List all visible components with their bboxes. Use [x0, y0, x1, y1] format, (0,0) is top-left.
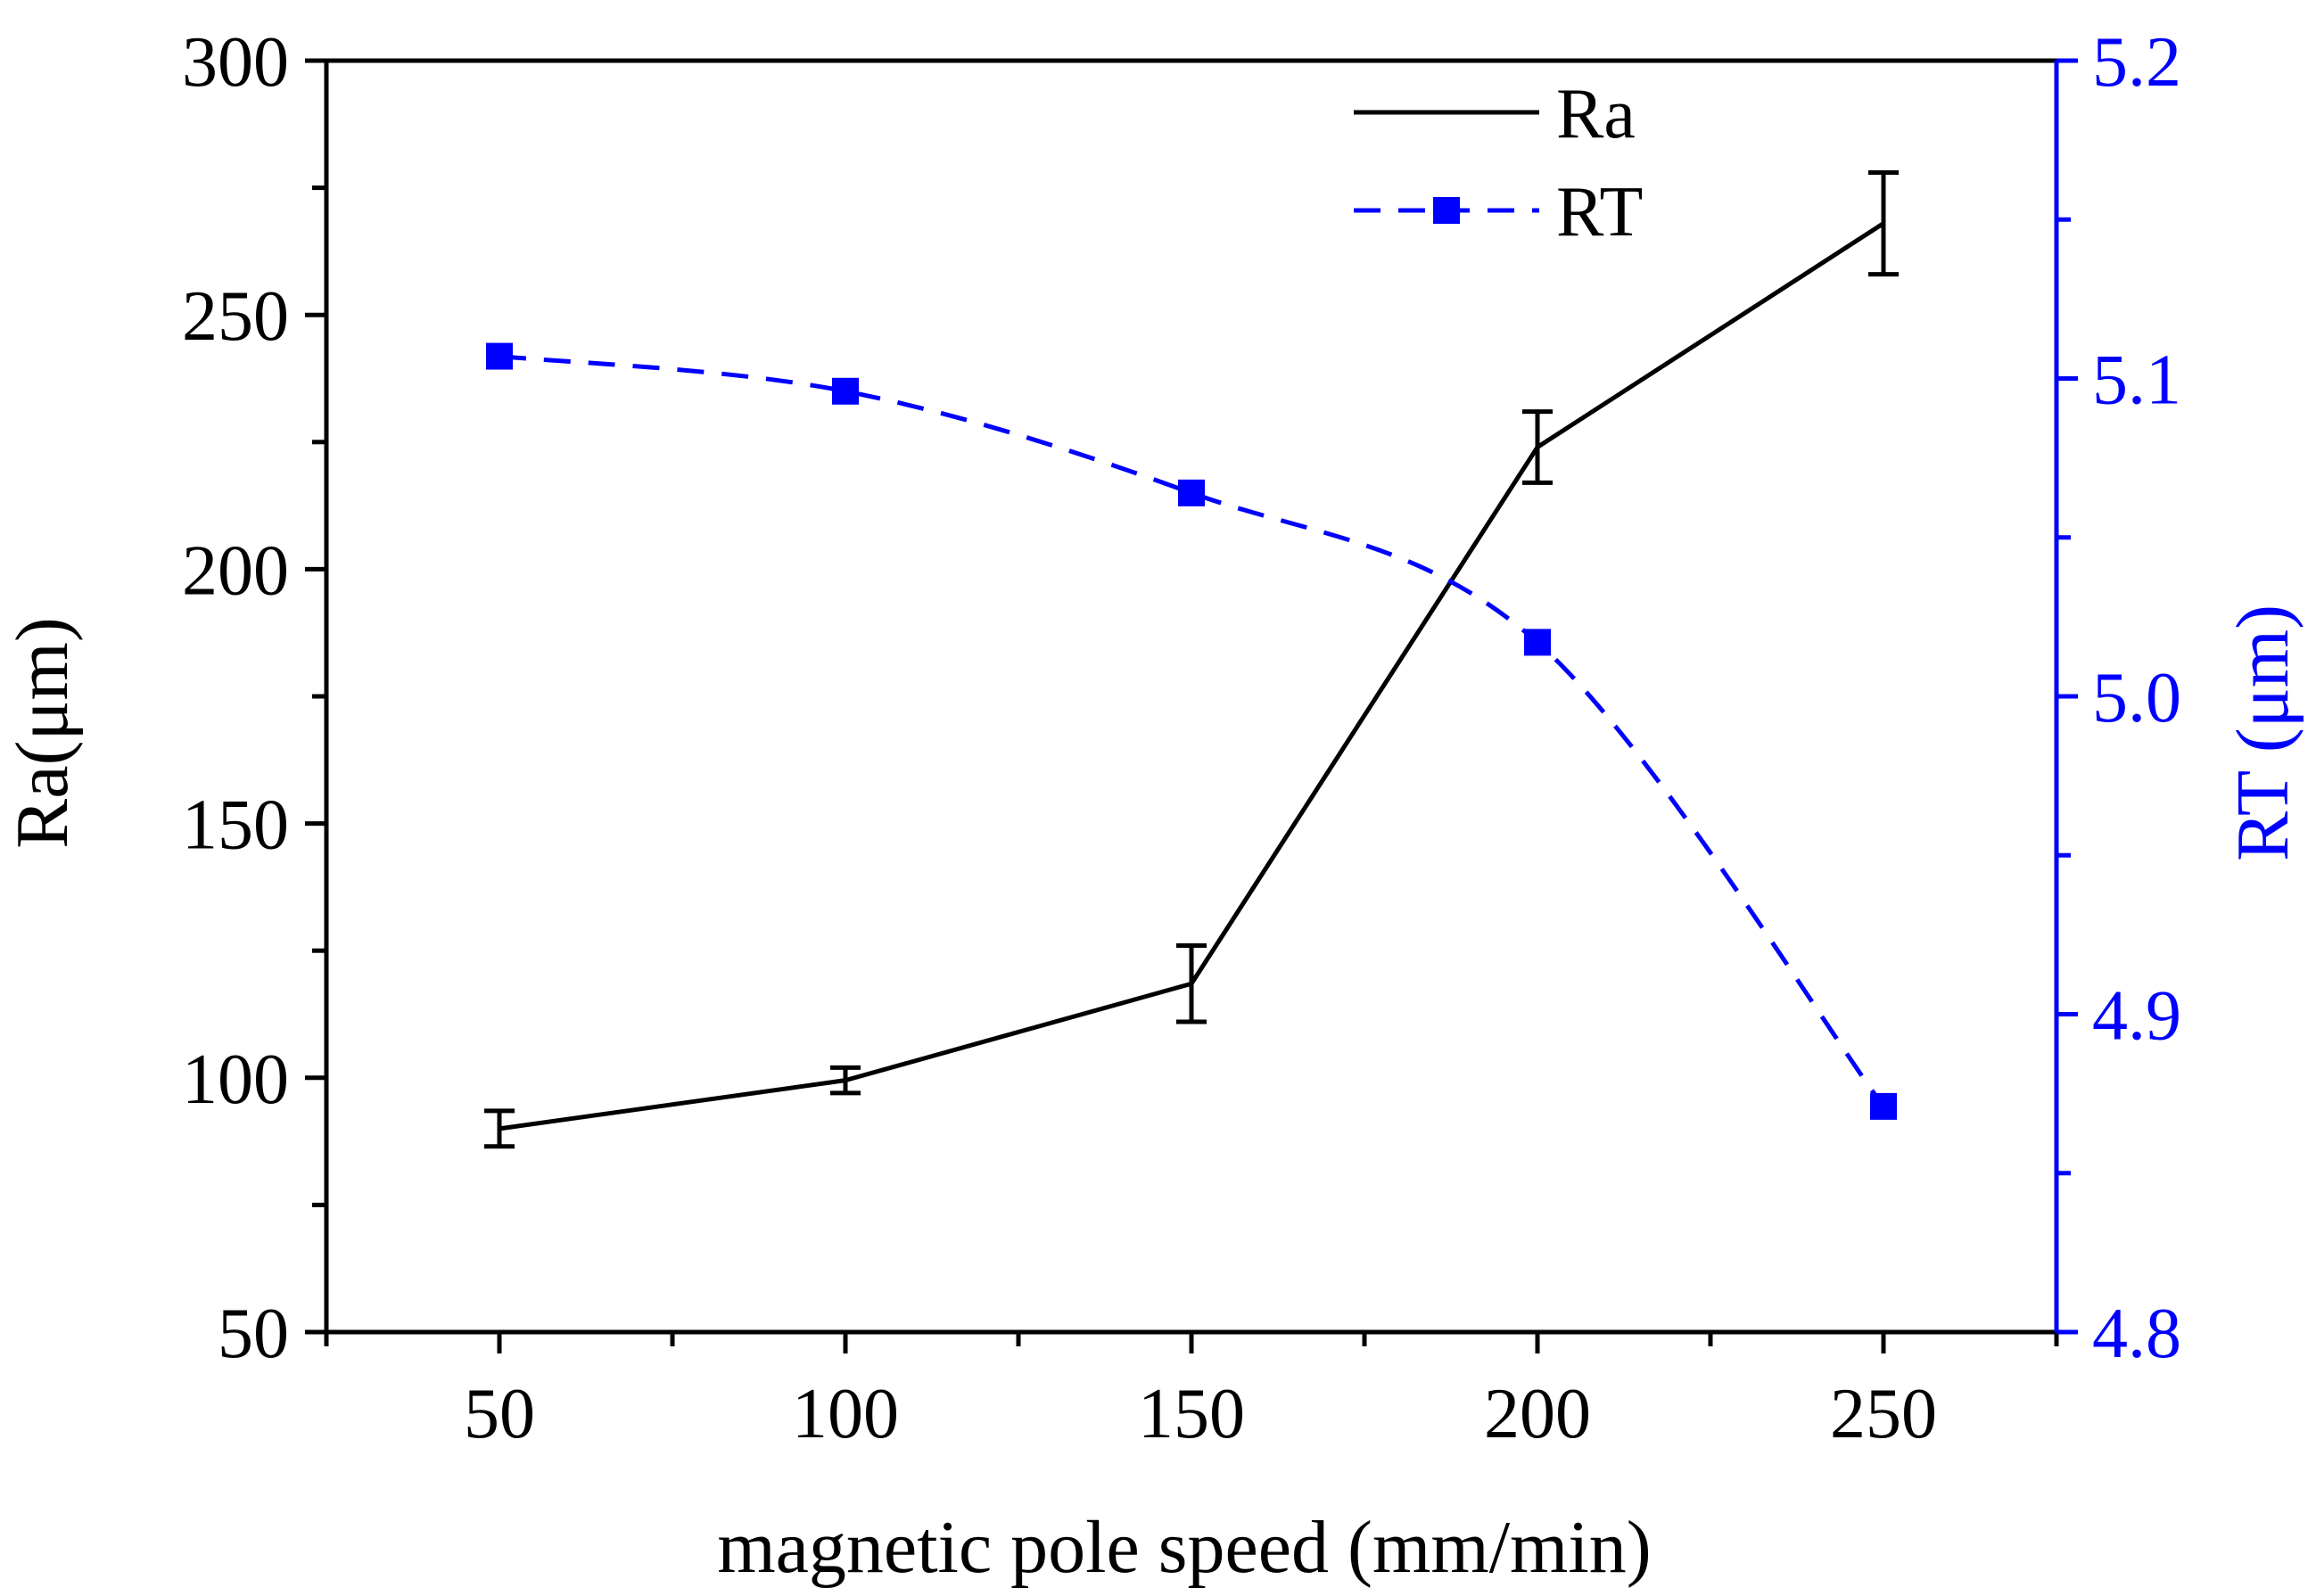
y-axis-title: Ra(μm): [1, 617, 84, 849]
y2-axis-title: RT (μm): [2221, 605, 2304, 861]
y-tick-label: 150: [182, 786, 289, 865]
legend-rt-label: RT: [1556, 173, 1643, 251]
legend-rt-marker: [1433, 197, 1460, 224]
x-tick-label: 250: [1830, 1375, 1937, 1453]
y-tick-label: 100: [182, 1041, 289, 1119]
rt-marker: [486, 342, 513, 370]
y-tick-label: 300: [182, 23, 289, 102]
rt-marker: [1524, 629, 1551, 656]
rt-marker: [1870, 1092, 1897, 1120]
series-layer: [484, 169, 1899, 1149]
y2-tick-label: 5.2: [2092, 23, 2181, 102]
rt-series-line: [499, 354, 1886, 1108]
x-tick-label: 150: [1138, 1375, 1245, 1453]
rt-marker: [1178, 479, 1205, 506]
y2-tick-label: 4.9: [2092, 977, 2181, 1056]
axes: 50 100 150 200 250 50 100 150 200 250 300 4.8 4.9 5.0…: [182, 23, 2181, 1453]
x-axis-title: magnetic pole speed (mm/min): [717, 1506, 1651, 1589]
x-tick-label: 100: [792, 1375, 899, 1453]
legend-ra-label: Ra: [1556, 75, 1636, 153]
x-tick-label: 50: [464, 1375, 535, 1453]
ra-series-line: [499, 221, 1885, 1131]
y-tick-label: 200: [182, 531, 289, 610]
legend: Ra RT: [1354, 75, 1643, 251]
y-tick-label: 50: [218, 1295, 289, 1373]
y2-tick-label: 5.1: [2092, 341, 2181, 420]
y2-tick-label: 4.8: [2092, 1295, 2181, 1373]
x-tick-label: 200: [1484, 1375, 1591, 1453]
rt-marker: [832, 377, 859, 405]
y-tick-label: 250: [182, 277, 289, 356]
y2-tick-label: 5.0: [2092, 659, 2181, 737]
